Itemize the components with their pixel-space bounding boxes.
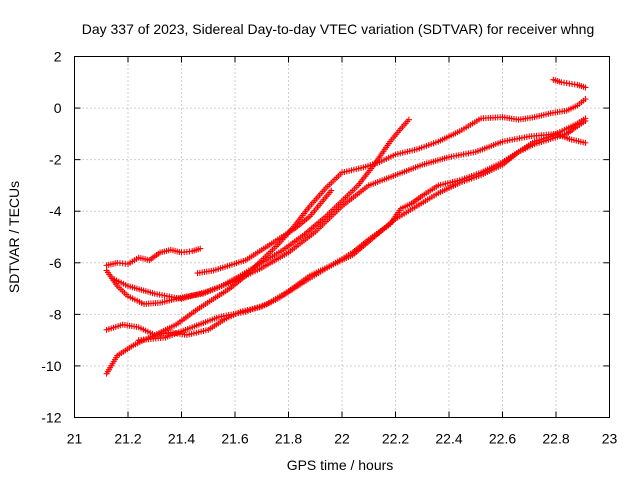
x-tick-label: 21.2	[114, 431, 141, 447]
data-point-track-c	[582, 139, 589, 146]
y-tick-label: -4	[49, 203, 62, 219]
x-axis-label: GPS time / hours	[287, 457, 394, 473]
y-tick-label: -2	[49, 152, 62, 168]
axis-ticks: 21 21.2 21.4 21.6 21.8 22 22.2 22.4 22.6 22.8 23 -1…	[41, 49, 617, 447]
x-tick-label: 21	[67, 431, 83, 447]
x-tick-label: 22.2	[382, 431, 409, 447]
y-tick-label: 2	[54, 49, 62, 65]
data-point-track-e	[582, 96, 589, 103]
y-tick-label: 0	[54, 100, 62, 116]
grid	[74, 56, 610, 418]
chart-title: Day 337 of 2023, Sidereal Day-to-day VTE…	[82, 21, 595, 37]
data-point-track-f	[328, 187, 335, 194]
y-axis-label: SDTVAR / TECUs	[6, 181, 22, 293]
data-point-track-g	[582, 115, 589, 122]
x-tick-label: 23	[602, 431, 618, 447]
x-tick-label: 21.8	[275, 431, 302, 447]
data-point-track-a	[197, 245, 204, 252]
data-point-track-b	[405, 116, 412, 123]
x-tick-label: 22.8	[542, 431, 569, 447]
x-tick-label: 21.6	[221, 431, 248, 447]
y-tick-label: -8	[49, 306, 62, 322]
y-tick-label: -10	[41, 358, 61, 374]
data-point-track-h	[582, 84, 589, 91]
y-tick-label: -12	[41, 410, 61, 426]
data-markers	[103, 76, 589, 377]
x-tick-label: 22.6	[489, 431, 516, 447]
x-tick-label: 22.4	[435, 431, 462, 447]
x-tick-label: 22	[334, 431, 350, 447]
x-tick-label: 21.4	[168, 431, 195, 447]
y-tick-label: -6	[49, 255, 62, 271]
